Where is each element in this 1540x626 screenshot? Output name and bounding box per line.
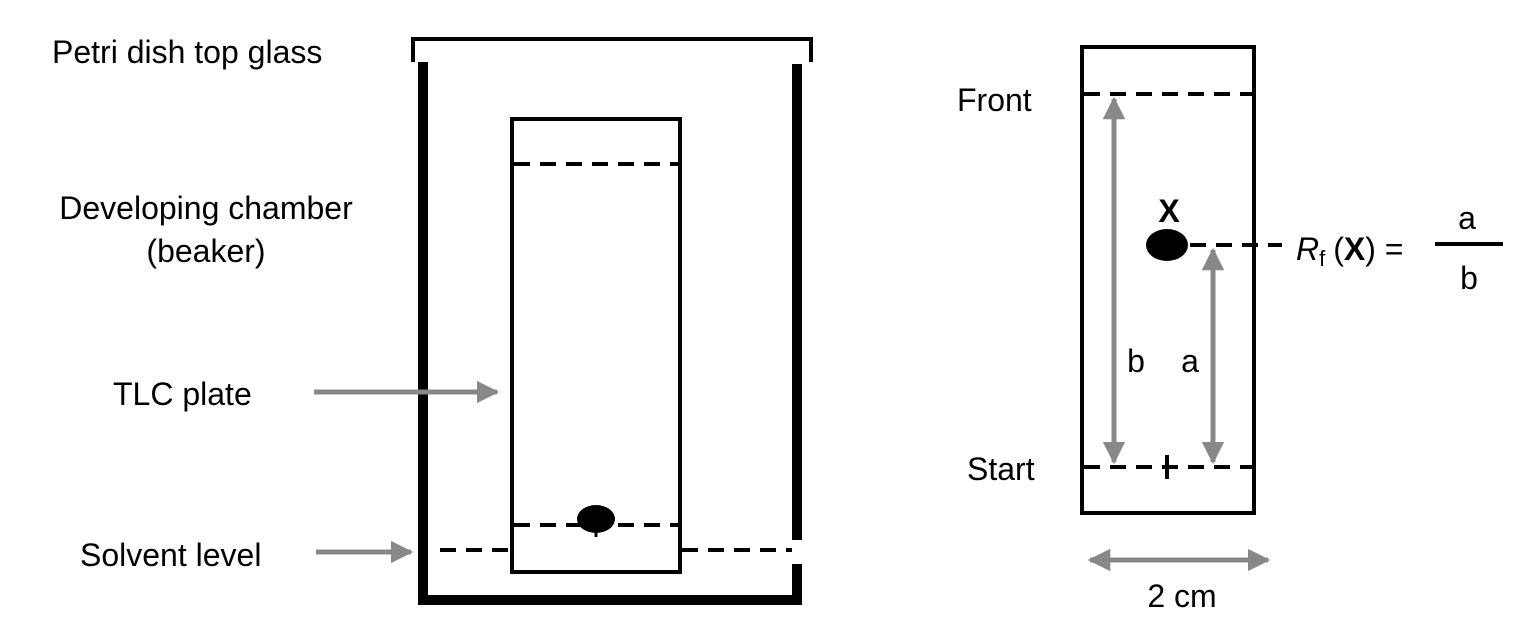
rf-x-symbol: X	[1344, 231, 1366, 267]
rf-subscript: f	[1319, 246, 1326, 271]
chamber-label-line2: (beaker)	[146, 233, 265, 269]
rf-plate	[1080, 45, 1256, 515]
solvent-level-label: Solvent level	[80, 537, 261, 573]
start-label: Start	[967, 451, 1035, 487]
rf-denominator: b	[1460, 260, 1478, 296]
spot-x	[1146, 229, 1188, 261]
rf-open-paren: (	[1333, 231, 1344, 267]
rf-symbol: R	[1296, 231, 1319, 267]
rf-formula: Rf (X) = a b	[1296, 200, 1503, 296]
distance-b-label: b	[1127, 343, 1145, 379]
sample-spot	[577, 505, 615, 533]
petri-dish-lid	[411, 37, 813, 62]
left-panel: Petri dish top glass Developing chamber …	[52, 34, 813, 605]
chamber-label-line1: Developing chamber	[59, 190, 353, 226]
developing-chamber-beaker	[418, 62, 802, 605]
distance-a-label: a	[1181, 343, 1199, 379]
width-label: 2 cm	[1147, 578, 1216, 614]
petri-dish-label: Petri dish top glass	[52, 34, 322, 70]
tlc-plate	[510, 117, 682, 574]
rf-close-equals: ) =	[1365, 231, 1403, 267]
tlc-plate-label: TLC plate	[113, 376, 252, 412]
front-label: Front	[957, 82, 1032, 118]
rf-numerator: a	[1458, 200, 1476, 236]
right-panel: Front Start X b a 2 cm Rf (X) = a b	[957, 45, 1503, 614]
rf-formula-lhs: Rf (X) =	[1296, 231, 1403, 271]
spot-x-label: X	[1158, 193, 1180, 229]
